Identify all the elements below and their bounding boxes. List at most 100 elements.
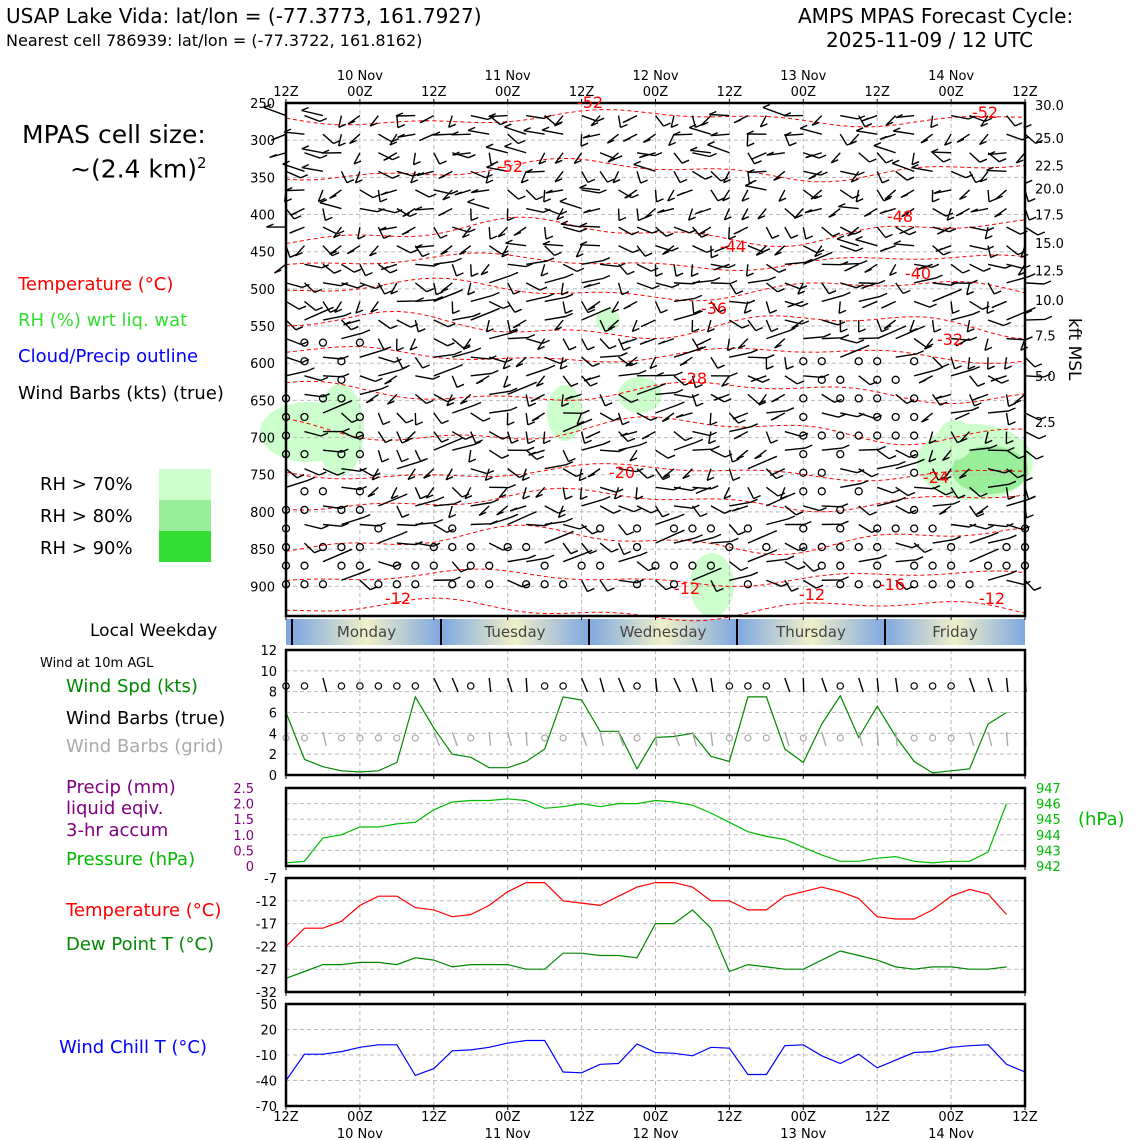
wind-barb (923, 338, 934, 350)
wind-barb (710, 263, 736, 269)
wind-barb (931, 468, 946, 481)
wind-barb (489, 406, 518, 414)
wind-barb (747, 168, 767, 174)
calm-wind-mark (743, 580, 753, 589)
wind-barb (969, 375, 986, 387)
wind-barb (433, 350, 462, 358)
wind-barb (655, 226, 674, 237)
wind-barb (562, 338, 577, 351)
rh-shade (618, 377, 662, 413)
wind-barb (679, 356, 693, 367)
wind-barb (721, 375, 730, 388)
wind-barb (415, 296, 443, 303)
time-tick-label-top: 12Z (717, 85, 743, 100)
surface-calm-mark (725, 682, 734, 690)
temperature-contour (285, 568, 1026, 587)
legend-wind: Wind Barbs (kts) (true) (18, 383, 224, 404)
surface-wind-barb (580, 677, 589, 693)
wind-barb (599, 412, 621, 422)
wind-barb (987, 319, 1011, 327)
grid-wind-barb (710, 731, 714, 747)
wind-barb (706, 319, 715, 333)
temperature-contour (285, 487, 1026, 513)
pressure-tick-label: 750 (250, 469, 275, 484)
wind-barb (970, 207, 989, 213)
wind-barb (636, 412, 658, 421)
time-tick-label-bottom: 00Z (791, 1110, 817, 1125)
grid-wind-barb (673, 731, 681, 747)
time-tick-label-bottom: 12Z (864, 1110, 890, 1125)
wind-barb (340, 319, 359, 331)
surface-wind-barb (821, 677, 828, 693)
wind-barb (489, 329, 519, 340)
kft-tick-label: 10.0 (1035, 294, 1064, 309)
wind-barb (710, 189, 726, 202)
wind-barb (415, 375, 441, 380)
wind-barb (762, 103, 786, 117)
wind-barb (784, 505, 804, 516)
wind-barb (858, 320, 866, 333)
pressure-tick-label: 300 (250, 134, 275, 149)
wind-barb (673, 375, 692, 386)
wind-barb (710, 279, 738, 285)
wind-barb (673, 131, 693, 136)
temperature-contour (285, 524, 1026, 556)
chill-tick-label: -10 (256, 1049, 277, 1064)
wind-barb (618, 467, 644, 473)
wind-barb (765, 301, 778, 314)
wind-barb (599, 542, 619, 553)
wind-barb (512, 319, 527, 329)
wind-barb (909, 319, 918, 333)
wind-barb (995, 189, 1007, 200)
wind-barb (673, 264, 684, 277)
surface-calm-mark (928, 682, 937, 690)
grid-wind-barb (654, 731, 658, 747)
wind-barb (893, 240, 915, 247)
wind-barb (535, 486, 546, 499)
grid-calm-mark (929, 734, 937, 742)
wind-barb (470, 468, 495, 475)
wind-barb (486, 163, 508, 173)
wind-barb (526, 114, 552, 120)
wind-barb (987, 375, 1009, 384)
surface-wind-barb (617, 677, 625, 693)
wind-barb (355, 301, 364, 314)
wind-barb (266, 223, 287, 228)
wind-barb (745, 264, 754, 277)
wind-barb (729, 319, 750, 329)
kft-tick-label: 20.0 (1035, 183, 1064, 198)
wind-chill-line (285, 1039, 1026, 1081)
wind-barb (932, 536, 961, 544)
calm-wind-mark (318, 487, 328, 496)
wind-barb (855, 127, 878, 135)
wind-barb (876, 152, 894, 164)
wind-barb (784, 300, 809, 307)
wind-barb (747, 529, 778, 544)
time-tick-label-top: 00Z (791, 85, 817, 100)
wind-barb (901, 207, 915, 218)
hpa-unit-label: (hPa) (1078, 809, 1125, 830)
wind-barb (617, 338, 631, 351)
wind-barb (1024, 505, 1034, 519)
calm-wind-mark (706, 561, 716, 570)
wind-barb (581, 356, 600, 367)
wind-barb (554, 319, 564, 331)
wind-barb (561, 394, 569, 407)
grid-calm-mark (300, 734, 309, 742)
wind-barb (932, 226, 957, 233)
wind-barb (658, 337, 675, 345)
wind-barb (544, 517, 573, 526)
wind-barb (322, 226, 345, 235)
wind-barb (975, 505, 989, 516)
wind-barb (359, 189, 381, 199)
wind-barb (322, 522, 349, 527)
wind-barb (507, 381, 537, 396)
calm-wind-mark (632, 580, 642, 589)
kft-tick-label: 30.0 (1035, 99, 1064, 114)
wind-barb (891, 159, 915, 173)
wind-barb (419, 114, 435, 124)
wind-barb (969, 263, 991, 272)
surface-calm-mark (411, 682, 420, 690)
grid-wind-barb (691, 731, 698, 747)
wind-barb (692, 430, 717, 437)
